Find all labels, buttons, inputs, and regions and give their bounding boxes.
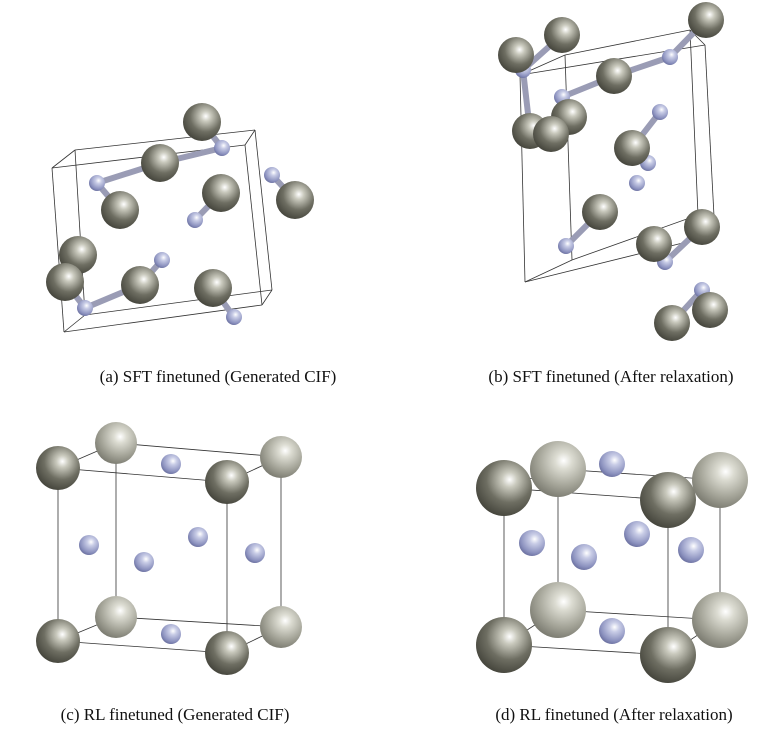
atom — [95, 422, 137, 464]
atom — [519, 530, 545, 556]
cell-edge — [116, 443, 281, 457]
atom — [205, 631, 249, 675]
atom — [692, 592, 748, 648]
atom — [688, 2, 724, 38]
atom — [624, 521, 650, 547]
cell-edge — [705, 45, 715, 235]
atom — [678, 537, 704, 563]
atom — [161, 454, 181, 474]
atom — [476, 617, 532, 673]
atom — [134, 552, 154, 572]
atom — [276, 181, 314, 219]
structures — [36, 2, 748, 683]
cell-edge — [690, 30, 698, 215]
atom — [36, 446, 80, 490]
atom — [599, 618, 625, 644]
caption: (c) RL finetuned (Generated CIF) — [61, 705, 290, 724]
atom — [36, 619, 80, 663]
atom — [46, 263, 84, 301]
cell-edge — [262, 290, 272, 305]
atom — [161, 624, 181, 644]
atom — [101, 191, 139, 229]
atom — [662, 49, 678, 65]
atom — [194, 269, 232, 307]
atom — [571, 544, 597, 570]
atom — [121, 266, 159, 304]
atom — [599, 451, 625, 477]
atom — [640, 627, 696, 683]
caption: (b) SFT finetuned (After relaxation) — [488, 367, 733, 386]
atom — [205, 460, 249, 504]
atom — [264, 167, 280, 183]
atom — [154, 252, 170, 268]
atom — [188, 527, 208, 547]
atom — [654, 305, 690, 341]
cell-edge — [245, 130, 255, 145]
cell-edge — [525, 260, 572, 282]
atom — [187, 212, 203, 228]
atom — [226, 309, 242, 325]
atom — [636, 226, 672, 262]
figure: (a) SFT finetuned (Generated CIF) (b) SF… — [0, 0, 783, 734]
atom — [245, 543, 265, 563]
caption: (d) RL finetuned (After relaxation) — [495, 705, 732, 724]
atom — [582, 194, 618, 230]
atom — [141, 144, 179, 182]
atom — [692, 452, 748, 508]
atom — [692, 292, 728, 328]
cell-edge — [58, 468, 227, 482]
atom — [214, 140, 230, 156]
atom — [89, 175, 105, 191]
cell-edge — [116, 617, 281, 627]
atom — [614, 130, 650, 166]
atom — [533, 116, 569, 152]
atom — [640, 472, 696, 528]
atom — [77, 300, 93, 316]
atom — [530, 582, 586, 638]
atom — [544, 17, 580, 53]
atom — [498, 37, 534, 73]
atom — [652, 104, 668, 120]
atom — [558, 238, 574, 254]
atom — [79, 535, 99, 555]
atom — [530, 441, 586, 497]
atom — [260, 606, 302, 648]
atom — [95, 596, 137, 638]
cell-edge — [58, 641, 227, 653]
atom — [476, 460, 532, 516]
atom — [202, 174, 240, 212]
atom — [596, 58, 632, 94]
atom — [629, 175, 645, 191]
cell-edge — [565, 55, 572, 260]
atom — [260, 436, 302, 478]
atom — [183, 103, 221, 141]
atom — [684, 209, 720, 245]
caption: (a) SFT finetuned (Generated CIF) — [100, 367, 337, 386]
